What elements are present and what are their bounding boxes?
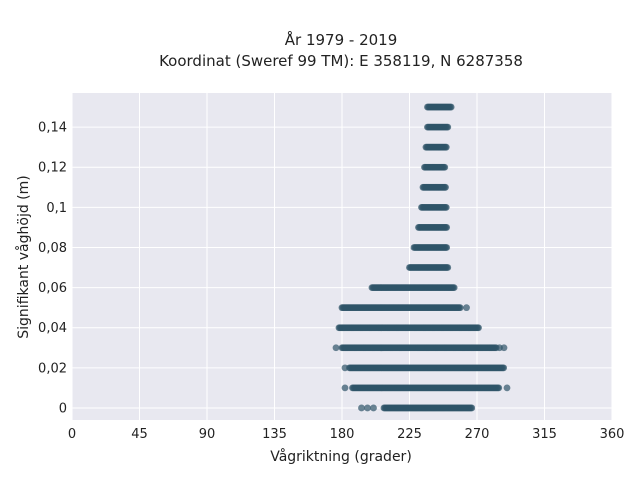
- x-tick-label: 180: [330, 427, 355, 442]
- data-point: [443, 224, 451, 231]
- data-point: [495, 384, 503, 392]
- chart-title-line-1: År 1979 - 2019: [285, 30, 398, 49]
- data-point: [442, 143, 450, 151]
- data-point: [447, 103, 455, 111]
- y-tick-label: 0: [59, 401, 67, 416]
- y-tick-label: 0,14: [38, 121, 67, 136]
- x-tick-label: 225: [397, 427, 422, 442]
- x-tick-label: 90: [199, 427, 216, 442]
- x-tick-label: 270: [465, 427, 490, 442]
- data-point: [358, 404, 365, 412]
- y-tick-label: 0,12: [38, 161, 67, 176]
- x-axis-ticks: 0 45 90 135 180 225 270 315 360: [68, 427, 625, 442]
- y-tick-label: 0,1: [46, 201, 67, 216]
- data-point: [468, 404, 476, 412]
- data-point: [442, 183, 449, 191]
- data-point: [441, 163, 449, 171]
- data-point: [444, 123, 452, 131]
- y-axis-ticks: 0 0,02 0,04 0,06 0,08 0,1 0,12 0,14: [38, 121, 67, 417]
- data-point: [500, 344, 508, 352]
- y-tick-label: 0,04: [38, 321, 67, 336]
- data-point: [463, 304, 470, 312]
- data-point: [332, 344, 340, 352]
- x-tick-label: 135: [262, 427, 287, 442]
- y-tick-label: 0,08: [38, 241, 67, 256]
- data-point: [444, 264, 452, 271]
- y-axis-label: Signifikant våghöjd (m): [15, 175, 32, 338]
- data-point: [364, 404, 371, 412]
- x-tick-label: 315: [532, 427, 557, 442]
- data-points: [332, 103, 511, 412]
- data-point: [475, 324, 482, 332]
- data-point: [341, 364, 349, 372]
- x-tick-label: 45: [131, 427, 148, 442]
- data-point: [443, 244, 451, 251]
- data-point: [341, 384, 349, 392]
- chart-title-line-2: Koordinat (Sweref 99 TM): E 358119, N 62…: [159, 52, 523, 70]
- x-tick-label: 360: [600, 427, 625, 442]
- data-point: [456, 304, 464, 312]
- x-axis-label: Vågriktning (grader): [270, 448, 412, 465]
- y-tick-label: 0,06: [38, 281, 67, 296]
- data-point: [370, 404, 377, 412]
- x-tick-label: 0: [68, 427, 76, 442]
- y-tick-label: 0,02: [38, 361, 67, 376]
- data-point: [442, 203, 450, 211]
- data-point: [450, 284, 458, 291]
- data-point: [503, 384, 511, 392]
- data-point: [500, 364, 508, 372]
